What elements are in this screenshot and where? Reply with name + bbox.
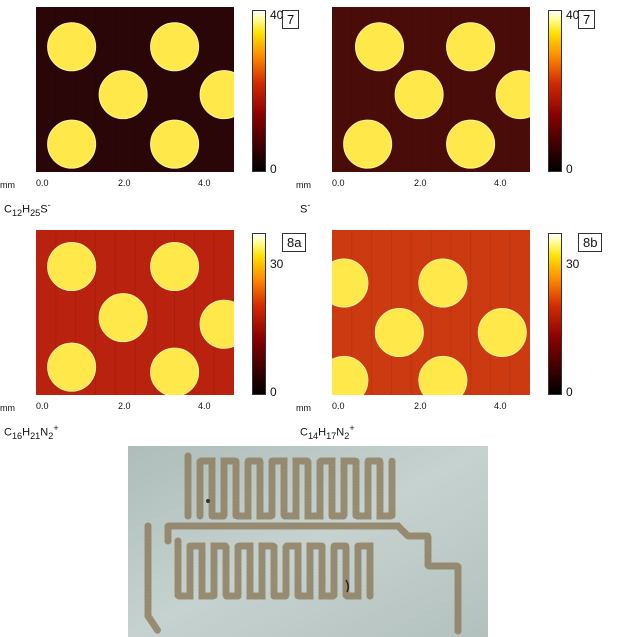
sample-spot	[495, 70, 530, 120]
panel-8a-c16h21n2: 30 0 8a mm 0.0 2.0 4.0 C16H21N2+	[0, 225, 307, 441]
colorbar-min: 0	[566, 162, 573, 176]
sample-spot	[150, 242, 200, 291]
sample-spot	[418, 258, 468, 308]
sample-spot	[394, 70, 444, 120]
panel-8b-c14h17n2: 30 0 8b mm 0.0 2.0 4.0 C14H17N2+	[296, 225, 603, 441]
colorbar-max: 40	[270, 8, 284, 22]
colorbar-min: 0	[566, 385, 573, 399]
panel-badge: 8b	[578, 233, 603, 252]
x-tick: 4.0	[198, 178, 211, 188]
sample-spot	[199, 299, 234, 349]
sample-spot	[446, 119, 496, 169]
ion-label: C14H17N2+	[300, 423, 355, 441]
sample-spot	[332, 355, 369, 395]
sample-spot	[150, 347, 200, 395]
sample-spot	[355, 22, 405, 72]
axis-unit: mm	[296, 180, 311, 190]
x-tick: 0.0	[332, 178, 345, 188]
x-tick: 0.0	[332, 401, 345, 411]
ion-label: C12H25S-	[4, 200, 51, 218]
colorbar-max: 30	[270, 257, 284, 271]
sample-spot	[47, 22, 97, 72]
colorbar-min: 0	[270, 385, 277, 399]
sample-spot	[446, 22, 496, 72]
x-tick: 0.0	[36, 401, 49, 411]
sample-spot	[343, 119, 393, 169]
sample-spot	[477, 308, 527, 357]
panel-7-c12h25s: 40 0 7 mm 0.0 2.0 4.0 C12H25S-	[0, 2, 300, 218]
colorbar-max: 40	[566, 8, 580, 22]
ion-map	[36, 7, 234, 172]
sample-spot	[418, 355, 468, 395]
sample-spot	[150, 22, 200, 72]
x-tick: 2.0	[118, 401, 131, 411]
panel-badge: 8a	[282, 233, 307, 252]
sample-spot	[150, 119, 200, 169]
ion-label: C16H21N2+	[4, 423, 59, 441]
panel-badge: 7	[578, 10, 596, 29]
panel-badge: 7	[282, 10, 300, 29]
colorbar-min: 0	[270, 162, 277, 176]
ion-map	[332, 230, 530, 395]
ion-label: S-	[300, 200, 311, 216]
sample-spot	[374, 308, 424, 357]
axis-unit: mm	[296, 403, 311, 413]
x-tick: 4.0	[198, 401, 211, 411]
sample-photograph	[128, 446, 488, 637]
colorbar-max: 30	[566, 257, 580, 271]
sample-spot	[98, 70, 148, 120]
panel-7-s: 40 0 7 mm 0.0 2.0 4.0 S-	[296, 2, 596, 217]
sample-spot	[47, 119, 97, 169]
sample-spot	[98, 293, 148, 343]
color-bar	[548, 10, 562, 172]
ion-map	[36, 230, 234, 395]
axis-unit: mm	[0, 180, 15, 190]
sample-spot	[332, 258, 369, 308]
color-bar	[548, 233, 562, 395]
x-tick: 2.0	[118, 178, 131, 188]
axis-unit: mm	[0, 403, 15, 413]
x-tick: 2.0	[414, 178, 427, 188]
color-bar	[252, 233, 266, 395]
color-bar	[252, 10, 266, 172]
sample-spot	[47, 342, 97, 392]
sample-spot	[199, 70, 234, 120]
sample-spot	[47, 242, 97, 291]
x-tick: 4.0	[494, 401, 507, 411]
x-tick: 0.0	[36, 178, 49, 188]
x-tick: 2.0	[414, 401, 427, 411]
ion-map	[332, 7, 530, 172]
x-tick: 4.0	[494, 178, 507, 188]
